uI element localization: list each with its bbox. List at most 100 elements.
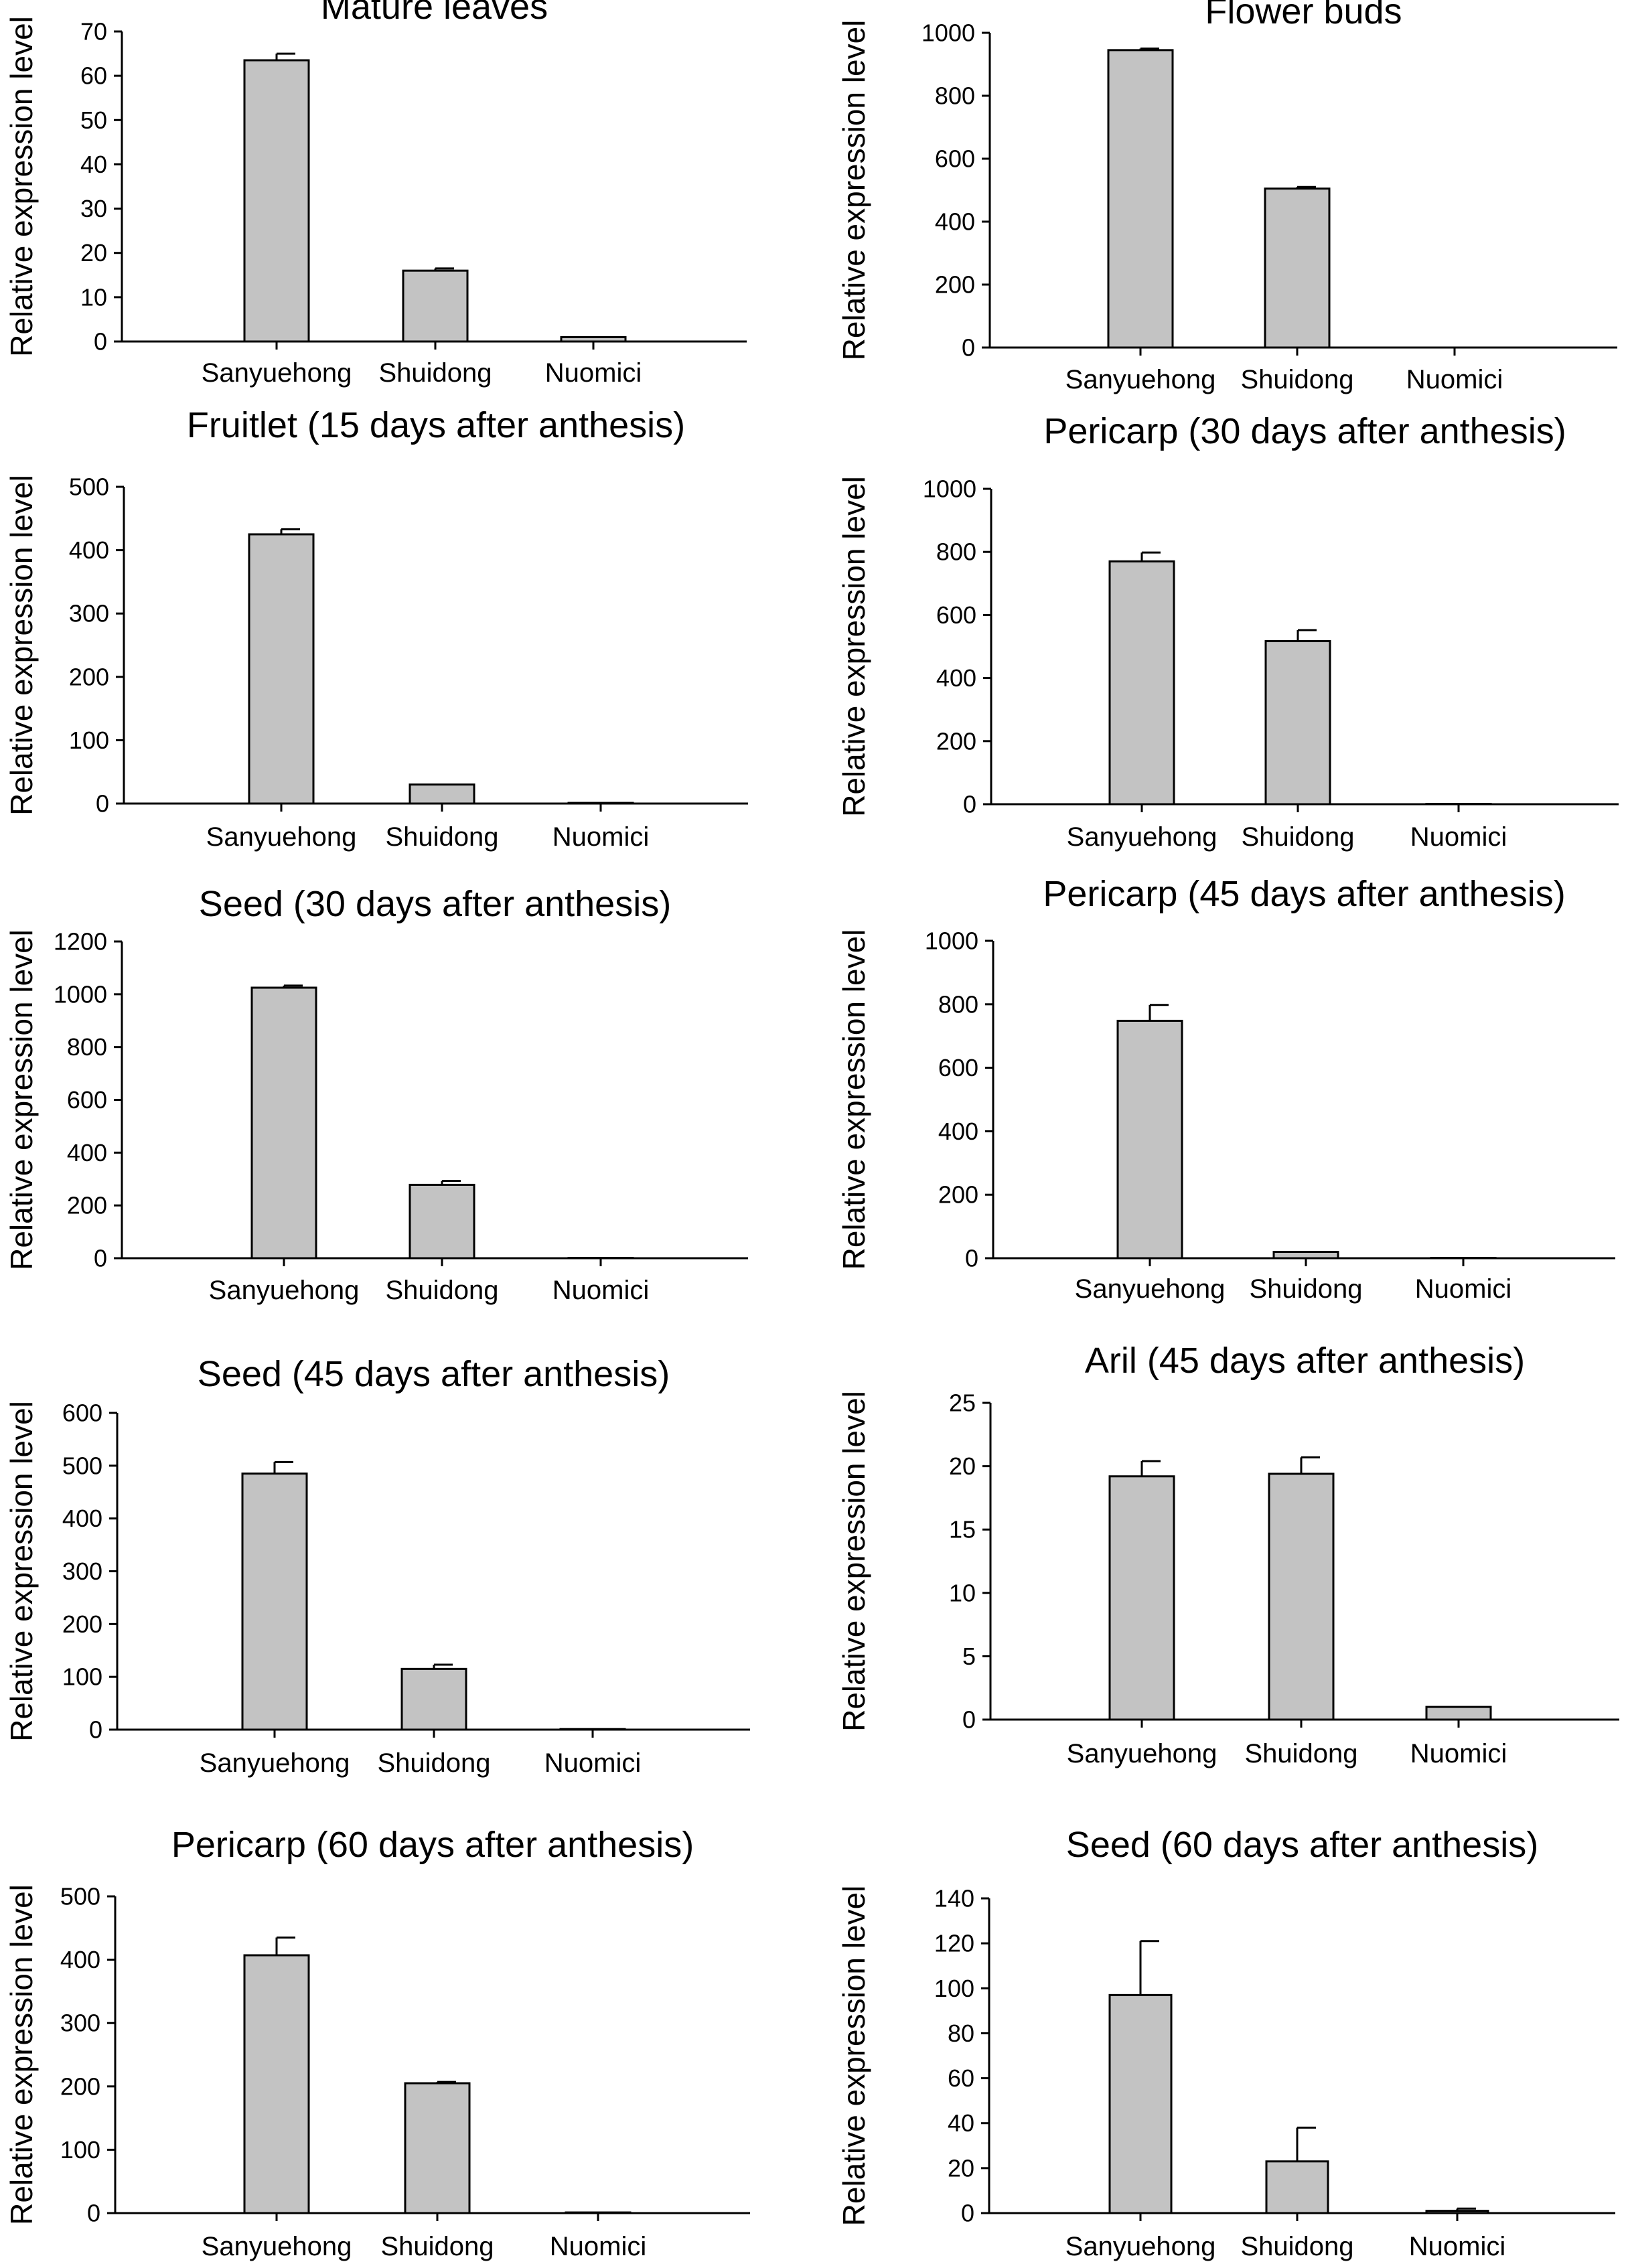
chart-title: Seed (45 days after anthesis) [198,1354,670,1394]
y-tick-label: 200 [936,727,976,755]
x-tick-label: Shuidong [377,1748,490,1778]
x-tick-label: Sanyuehong [1065,365,1216,394]
y-tick-label: 600 [67,1086,107,1114]
x-tick-label: Sanyuehong [1067,1739,1217,1768]
y-tick-label: 0 [94,1245,107,1272]
x-tick-label: Nuomici [1406,365,1503,394]
x-tick-label: Shuidong [1241,822,1354,852]
y-tick-label: 0 [963,791,976,818]
y-tick-label: 30 [80,195,107,222]
y-tick-label: 100 [62,1663,102,1691]
y-axis-label: Relative expression level [836,20,871,361]
x-tick-label: Nuomici [552,822,649,852]
y-tick-label: 400 [60,1946,100,1973]
y-tick-label: 600 [935,145,975,173]
y-tick-label: 500 [60,1883,100,1910]
chart-9: Pericarp (60 days after anthesis) Relativ… [4,1825,750,2261]
chart-title: Pericarp (45 days after anthesis) [1043,874,1565,914]
bar-sanyuehong [1116,1019,1183,1260]
y-axis-label: Relative expression level [836,1391,871,1732]
y-tick-label: 1000 [923,475,976,503]
chart-title: Mature leaves [321,0,548,27]
y-tick-label: 300 [62,1558,102,1585]
chart-3: Fruitlet (15 days after anthesis) Relativ… [4,405,748,852]
y-tick-label: 1000 [925,927,978,955]
chart-8: Aril (45 days after anthesis) Relative ex… [836,1341,1619,1768]
chart-title: Flower buds [1205,0,1402,31]
y-tick-label: 20 [948,2154,974,2182]
bar-shuidong [1268,1472,1335,1721]
bar-sanyuehong [1108,560,1175,806]
bar-nuomici [1425,2210,1489,2214]
y-tick-label: 800 [67,1033,107,1061]
x-tick-label: Nuomici [1410,822,1507,852]
y-tick-label: 800 [936,538,976,566]
y-tick-label: 1000 [921,19,975,47]
x-tick-label: Sanyuehong [1067,822,1217,852]
y-tick-label: 100 [60,2136,100,2164]
y-axis-label: Relative expression level [4,929,39,1270]
y-axis-label: Relative expression level [4,475,39,816]
y-tick-label: 800 [938,990,978,1018]
y-tick-label: 200 [935,271,975,299]
bar-shuidong [1264,639,1331,806]
y-tick-label: 300 [60,2010,100,2037]
y-tick-label: 200 [62,1610,102,1638]
x-tick-label: Sanyuehong [206,822,357,852]
y-tick-label: 0 [962,334,975,362]
bar-sanyuehong [248,533,315,805]
x-tick-label: Sanyuehong [202,358,352,388]
y-tick-label: 0 [89,1716,102,1744]
y-tick-label: 600 [938,1054,978,1081]
x-tick-label: Shuidong [385,1276,498,1305]
y-tick-label: 100 [934,1975,974,2002]
bar-shuidong [1272,1251,1339,1260]
x-tick-label: Nuomici [1410,1739,1507,1768]
y-tick-label: 60 [80,62,107,90]
x-tick-label: Shuidong [378,358,492,388]
y-tick-label: 500 [69,473,109,501]
chart-5: Seed (30 days after anthesis) Relative ex… [4,884,748,1305]
y-tick-label: 20 [949,1452,976,1480]
y-tick-label: 400 [69,536,109,564]
y-axis-label: Relative expression level [4,16,39,357]
y-tick-label: 25 [949,1389,976,1417]
y-tick-label: 600 [62,1400,102,1427]
x-tick-label: Shuidong [1249,1274,1362,1304]
y-tick-label: 400 [936,664,976,692]
chart-title: Pericarp (60 days after anthesis) [171,1825,694,1865]
y-tick-label: 5 [962,1643,976,1670]
x-tick-label: Nuomici [1409,2232,1505,2261]
y-tick-label: 10 [949,1579,976,1606]
bar-sanyuehong [1107,49,1174,349]
x-tick-label: Nuomici [545,358,642,388]
bar-shuidong [404,2082,471,2214]
y-tick-label: 400 [938,1118,978,1145]
y-tick-label: 40 [948,2109,974,2137]
x-tick-label: Shuidong [385,822,498,852]
y-tick-label: 400 [935,208,975,236]
bar-shuidong [400,1667,467,1731]
bar-nuomici [567,802,634,805]
bar-shuidong [402,269,469,343]
y-tick-label: 60 [948,2064,974,2092]
y-tick-label: 200 [60,2072,100,2100]
x-tick-label: Nuomici [550,2232,646,2261]
bar-shuidong [1264,187,1331,349]
chart-6: Pericarp (45 days after anthesis) Relativ… [836,874,1615,1304]
y-tick-label: 0 [96,790,109,818]
bar-nuomici [565,2211,632,2214]
bar-nuomici [1425,1706,1492,1721]
y-tick-label: 400 [67,1139,107,1166]
x-tick-label: Shuidong [1240,365,1353,394]
y-tick-label: 0 [961,2200,974,2227]
y-tick-label: 0 [965,1245,978,1272]
bar-sanyuehong [1108,1475,1175,1721]
x-tick-label: Sanyuehong [202,2232,352,2261]
x-tick-label: Nuomici [1415,1274,1511,1304]
chart-7: Seed (45 days after anthesis) Relative ex… [4,1354,750,1778]
y-axis-label: Relative expression level [836,1886,871,2226]
bar-sanyuehong [1108,1993,1173,2214]
